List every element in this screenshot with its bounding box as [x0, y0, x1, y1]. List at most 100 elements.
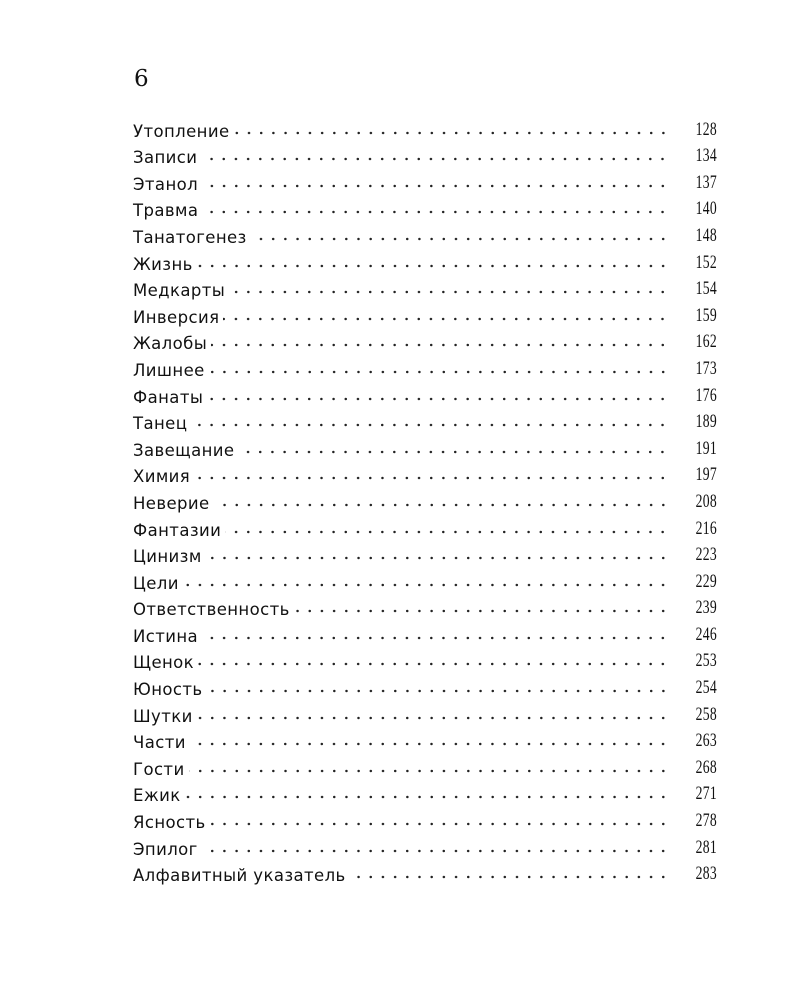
dot-leader [229, 289, 669, 296]
entry-page: 271 [695, 783, 717, 805]
entry-page: 239 [695, 597, 717, 619]
entry-title: Инверсия [133, 307, 220, 327]
entry-page: 140 [695, 198, 717, 220]
entry-page: 154 [695, 278, 717, 300]
entry-page: 197 [695, 464, 717, 486]
toc-entry: Химия 197 [133, 460, 717, 487]
dot-leader [213, 501, 669, 508]
entry-page: 134 [695, 145, 717, 167]
dot-leader [202, 182, 669, 189]
dot-leader [250, 235, 669, 242]
entry-page: 278 [695, 810, 717, 832]
toc-entry: Записи 134 [133, 141, 717, 167]
entry-title: Жизнь [133, 254, 193, 274]
toc-entry: Ясность 278 [133, 805, 717, 832]
dot-leader [191, 422, 669, 429]
toc-entry: Алфавитный указатель 283 [133, 859, 717, 886]
entry-title: Травма [133, 201, 199, 221]
entry-page: 152 [695, 251, 717, 273]
entry-title: Этанол [133, 174, 199, 194]
toc-entry: Фантазии 216 [133, 513, 717, 540]
entry-title: Танец [133, 414, 188, 434]
entry-page: 229 [695, 570, 717, 592]
dot-leader [225, 528, 669, 535]
entry-title: Танатогенез [133, 227, 247, 247]
dot-leader [207, 395, 669, 402]
entry-title: Алфавитный указатель [133, 866, 346, 886]
toc-entry: Неверие 208 [133, 486, 717, 513]
toc-entry: Ответственность 239 [133, 593, 717, 620]
toc-entry: Утопление 128 [133, 114, 717, 141]
dot-leader [202, 634, 669, 641]
dot-leader [189, 741, 669, 748]
dot-leader [182, 581, 669, 588]
toc-entry: Цинизм 223 [133, 540, 717, 567]
dot-leader [206, 688, 669, 695]
entry-page: 223 [695, 544, 717, 566]
dot-leader [198, 661, 669, 668]
dot-leader [202, 209, 669, 216]
entry-page: 268 [695, 756, 717, 778]
entry-page: 283 [695, 863, 717, 885]
entry-page: 216 [695, 517, 717, 539]
toc-entry: Жалобы 162 [133, 327, 717, 353]
page-number: 6 [134, 66, 149, 92]
dot-leader [208, 368, 669, 375]
toc-entry: Танатогенез 148 [133, 220, 717, 247]
entry-title: Цинизм [133, 547, 202, 567]
dot-leader [238, 448, 669, 455]
entry-title: Химия [133, 467, 191, 487]
toc-entry: Эпилог 281 [133, 832, 717, 859]
dot-leader [233, 129, 669, 136]
entry-page: 258 [695, 703, 717, 725]
entry-title: Шутки [133, 706, 193, 726]
dot-leader [209, 821, 669, 828]
toc-entry: Лишнее 173 [133, 353, 717, 380]
entry-title: Утопление [133, 121, 230, 141]
dot-leader [223, 315, 669, 322]
toc-entry: Этанол 137 [133, 167, 717, 194]
toc-entry: Цели 229 [133, 566, 717, 593]
entry-page: 208 [695, 490, 717, 512]
dot-leader [211, 342, 669, 349]
entry-page: 253 [695, 650, 717, 672]
entry-title: Цели [133, 573, 179, 593]
dot-leader [196, 714, 669, 721]
toc-entry: Ежик 271 [133, 779, 717, 805]
dot-leader [205, 555, 669, 562]
toc-entry: Истина 246 [133, 619, 717, 646]
toc-entry: Юность 254 [133, 672, 717, 699]
toc-entry: Щенок 253 [133, 646, 717, 672]
dot-leader [201, 156, 669, 163]
entry-title: Фанаты [133, 387, 204, 407]
entry-page: 254 [695, 677, 717, 699]
toc-entry: Инверсия 159 [133, 300, 717, 327]
toc-entry: Шутки 258 [133, 699, 717, 726]
dot-leader [184, 794, 669, 801]
dot-leader [194, 475, 669, 482]
table-of-contents: Утопление 128 Записи 134 Этанол 137 Травма 140 Т… [133, 114, 717, 886]
toc-entry: Травма 140 [133, 194, 717, 221]
entry-title: Завещание [133, 440, 235, 460]
entry-title: Лишнее [133, 360, 205, 380]
entry-page: 263 [695, 730, 717, 752]
entry-page: 176 [695, 384, 717, 406]
entry-title: Гости [133, 759, 185, 779]
entry-page: 281 [695, 836, 717, 858]
toc-entry: Медкарты 154 [133, 274, 717, 300]
entry-page: 148 [695, 224, 717, 246]
toc-entry: Фанаты 176 [133, 380, 717, 407]
entry-title: Фантазии [133, 520, 222, 540]
dot-leader [196, 262, 669, 269]
entry-title: Юность [133, 680, 203, 700]
entry-title: Ответственность [133, 600, 290, 620]
toc-entry: Завещание 191 [133, 433, 717, 460]
entry-page: 128 [695, 118, 717, 140]
dot-leader [293, 608, 669, 615]
dot-leader [188, 767, 669, 774]
entry-page: 173 [695, 357, 717, 379]
entry-title: Неверие [133, 493, 210, 513]
entry-page: 162 [695, 331, 717, 353]
entry-page: 191 [695, 437, 717, 459]
entry-title: Части [133, 733, 186, 753]
